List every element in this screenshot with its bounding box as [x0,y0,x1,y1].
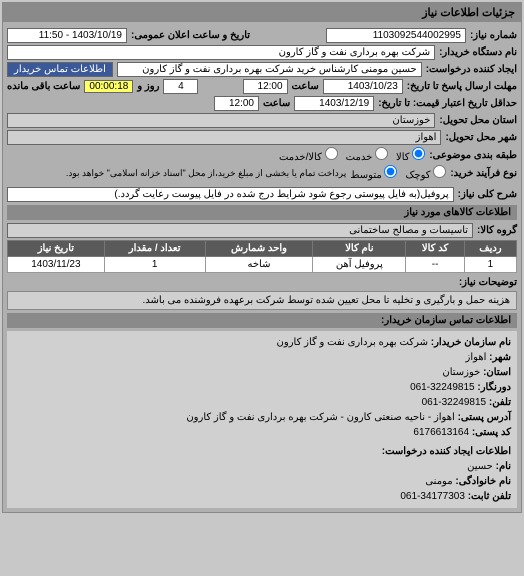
min-credit-date: 1403/12/19 [294,96,374,111]
radio-khadamat-input[interactable] [375,147,388,160]
cell-code: -- [406,257,465,273]
c-post-lbl: کد پستی: [472,427,511,438]
th-date: تاریخ نیاز [8,241,105,257]
c-prov-lbl: استان: [483,367,511,378]
process-note: پرداخت تمام یا بخشی از مبلغ خرید،از محل … [66,168,346,179]
announce-label: تاریخ و ساعت اعلان عمومی: [131,30,250,41]
goods-title: اطلاعات کالاهای مورد نیاز [7,205,517,220]
c-org: شرکت بهره برداری نفت و گاز کارون [277,337,428,348]
city-label: شهر محل تحویل: [445,132,517,143]
province-value: خوزستان [7,113,435,128]
goods-group-label: گروه کالا: [477,225,517,236]
cell-qty: 1 [104,257,205,273]
need-no-label: شماره نیاز: [470,30,517,41]
radio-kala-khadamat-label: کالا/خدمت [279,152,322,163]
c-fax-lbl: دورنگار: [477,382,511,393]
time-label-1: ساعت [292,81,319,92]
radio-kala-khadamat-input[interactable] [325,147,338,160]
countdown-timer: 00:00:18 [84,80,133,93]
goods-group-value: تاسیسات و مصالح ساختمانی [7,223,473,238]
th-code: کد کالا [406,241,465,257]
process-radio-group: کوچک متوسط [350,165,446,181]
cell-name: پروفیل آهن [313,257,406,273]
deadline-label: مهلت ارسال پاسخ تا تاریخ: [407,81,517,92]
radio-small-input[interactable] [433,165,446,178]
min-credit-time: 12:00 [214,96,259,111]
radio-khadamat-label: خدمت [346,152,373,163]
category-label: طبقه بندی موضوعی: [429,150,517,161]
process-label: نوع فرآیند خرید: [450,168,517,179]
goods-table: ردیف کد کالا نام کالا واحد شمارش تعداد /… [7,240,517,273]
th-unit: واحد شمارش [205,241,313,257]
desc-label: شرح کلی نیاز: [458,189,517,200]
c-org-lbl: نام سازمان خریدار: [431,337,511,348]
c-lname: مومنی [425,476,452,487]
c-name-lbl: نام: [496,461,511,472]
c-post: 6176613164 [413,427,469,438]
announce-value: 1403/10/19 - 11:50 [7,28,127,43]
c-city-lbl: شهر: [489,352,511,363]
c-addr: اهواز - ناحیه صنعتی کارون - شرکت بهره بر… [186,412,454,423]
creator-value: حسین مومنی کارشناس خرید شرکت بهره برداری… [117,62,422,77]
city-value: اهواز [7,130,441,145]
buyer-contact-button[interactable]: اطلاعات تماس خریدار [7,62,113,77]
radio-medium-label: متوسط [350,170,381,181]
panel-title: جزئیات اطلاعات نیاز [3,3,521,22]
c-lname-lbl: نام خانوادگی: [455,476,511,487]
c-req-title: اطلاعات ایجاد کننده درخواست: [382,446,511,457]
remarks-text: هزینه حمل و بارگیری و تخلیه تا محل تعیین… [7,291,517,310]
desc-text: پروفیل(به فایل پیوستی رجوع شود شرایط درج… [7,187,454,202]
days-left: 4 [163,79,198,94]
c-phone: 32249815-061 [422,397,487,408]
buyer-org-label: نام دستگاه خریدار: [439,47,517,58]
th-row: ردیف [464,241,516,257]
panel-body: شماره نیاز: 1103092544002995 تاریخ و ساع… [3,22,521,512]
buyer-org-value: شرکت بهره برداری نفت و گاز کارون [7,45,435,60]
province-label: استان محل تحویل: [439,115,517,126]
radio-medium[interactable]: متوسط [350,165,397,181]
min-credit-label: حداقل تاریخ اعتبار قیمت: تا تاریخ: [378,98,517,109]
radio-kala-khadamat[interactable]: کالا/خدمت [279,147,338,163]
category-radio-group: کالا خدمت کالا/خدمت [279,147,425,163]
cell-row: 1 [464,257,516,273]
deadline-time: 12:00 [243,79,288,94]
c-city: اهواز [466,352,487,363]
need-no-value: 1103092544002995 [326,28,466,43]
deadline-date: 1403/10/23 [323,79,403,94]
c-phone2: 34177303-061 [400,491,465,502]
table-row: 1--پروفیل آهنشاخه11403/11/23 [8,257,517,273]
remarks-label: توضیحات نیاز: [459,277,517,288]
contact-block: نام سازمان خریدار: شرکت بهره برداری نفت … [7,331,517,508]
time-label-2: ساعت [263,98,290,109]
day-label: روز و [137,81,159,92]
th-qty: تعداد / مقدار [104,241,205,257]
c-addr-lbl: آدرس پستی: [458,412,511,423]
c-phone-lbl: تلفن: [489,397,511,408]
radio-small[interactable]: کوچک [405,165,446,181]
radio-kala-label: کالا [396,152,410,163]
c-phone2-lbl: تلفن ثابت: [468,491,511,502]
c-name: حسین [467,461,493,472]
radio-small-label: کوچک [405,170,430,181]
timer-label: ساعت باقی مانده [7,81,80,92]
need-details-panel: جزئیات اطلاعات نیاز شماره نیاز: 11030925… [2,2,522,513]
radio-kala[interactable]: کالا [396,147,425,163]
creator-label: ایجاد کننده درخواست: [426,64,517,75]
radio-kala-input[interactable] [412,147,425,160]
radio-khadamat[interactable]: خدمت [346,147,388,163]
c-prov: خوزستان [442,367,480,378]
radio-medium-input[interactable] [384,165,397,178]
c-fax: 32249815-061 [410,382,475,393]
cell-date: 1403/11/23 [8,257,105,273]
contact-title: اطلاعات تماس سازمان خریدار: [7,313,517,328]
th-name: نام کالا [313,241,406,257]
cell-unit: شاخه [205,257,313,273]
